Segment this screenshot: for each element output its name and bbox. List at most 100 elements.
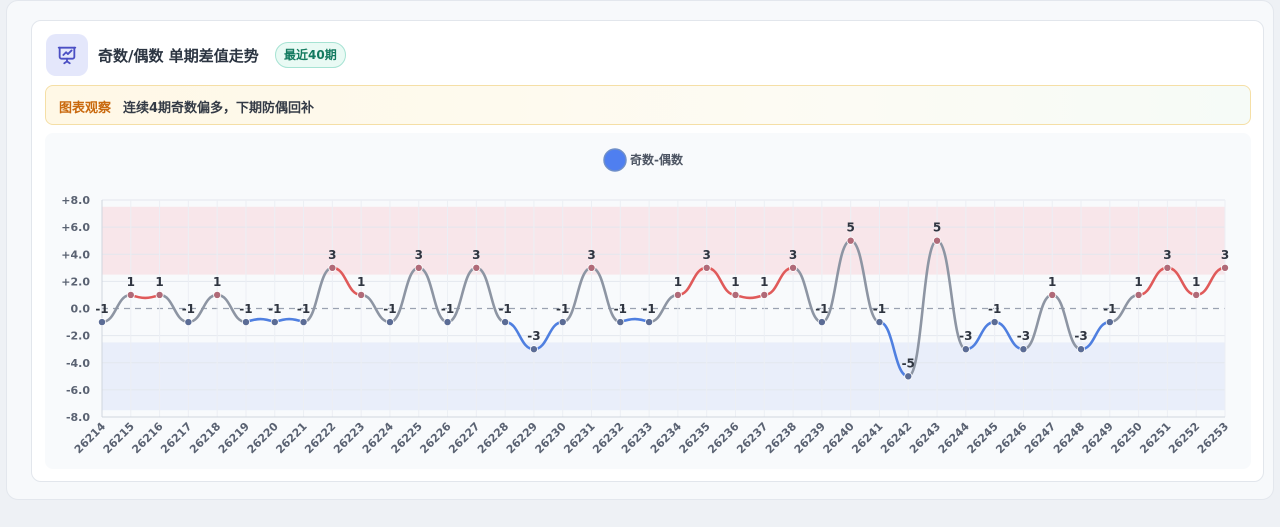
data-label: 3 — [587, 248, 595, 262]
highlight-band — [102, 206, 1225, 275]
series-line-segment — [734, 293, 766, 300]
data-label: -5 — [902, 356, 915, 370]
x-tick-label: 26214 — [72, 420, 108, 456]
series-line-segment — [906, 239, 939, 378]
data-point[interactable] — [817, 318, 826, 327]
x-tick-label: 26234 — [648, 420, 684, 456]
data-label: -3 — [527, 329, 540, 343]
x-tick-label: 26219 — [216, 420, 252, 456]
data-label: -1 — [297, 302, 310, 316]
x-tick-label: 26247 — [1022, 420, 1058, 456]
data-point[interactable] — [98, 318, 107, 327]
data-point[interactable] — [587, 263, 596, 272]
data-point[interactable] — [155, 290, 164, 299]
data-label: 3 — [1163, 248, 1171, 262]
data-point[interactable] — [645, 318, 654, 327]
data-label: 1 — [1048, 275, 1056, 289]
data-point[interactable] — [357, 290, 366, 299]
period-badge: 最近40期 — [275, 42, 346, 68]
data-label: 3 — [472, 248, 480, 262]
data-point[interactable] — [529, 345, 538, 354]
data-point[interactable] — [385, 318, 394, 327]
x-tick-label: 26245 — [965, 420, 1001, 456]
data-label: -1 — [182, 302, 195, 316]
data-point[interactable] — [1077, 345, 1086, 354]
x-tick-label: 26240 — [821, 420, 857, 456]
y-tick-label: -2.0 — [66, 330, 90, 343]
data-label: 1 — [155, 275, 163, 289]
y-tick-label: +2.0 — [61, 275, 90, 288]
line-chart: +8.0 +6.0 +4.0 +2.0 0.0 -2.0 -4.0 -6.0 -8.0 2621… — [61, 148, 1231, 456]
data-point[interactable] — [443, 318, 452, 327]
data-point[interactable] — [414, 263, 423, 272]
chart-title: 奇数/偶数 单期差值走势 — [98, 47, 259, 65]
data-point[interactable] — [1221, 263, 1230, 272]
data-point[interactable] — [616, 318, 625, 327]
x-tick-label: 26215 — [101, 420, 137, 456]
x-tick-label: 26233 — [619, 420, 655, 456]
data-label: 3 — [415, 248, 423, 262]
data-point[interactable] — [501, 318, 510, 327]
x-tick-label: 26218 — [187, 420, 223, 456]
data-point[interactable] — [1048, 290, 1057, 299]
legend-label[interactable]: 奇数-偶数 — [630, 152, 684, 167]
data-point[interactable] — [731, 290, 740, 299]
data-point[interactable] — [846, 236, 855, 245]
series-line-segment — [417, 266, 449, 324]
data-point[interactable] — [126, 290, 135, 299]
legend-marker[interactable] — [603, 148, 627, 172]
observation-banner: 图表观察 连续4期奇数偏多，下期防偶回补 — [45, 85, 1251, 125]
x-tick-label: 26246 — [993, 420, 1029, 456]
data-point[interactable] — [760, 290, 769, 299]
x-tick-label: 26225 — [389, 420, 425, 456]
data-point[interactable] — [472, 263, 481, 272]
data-point[interactable] — [1105, 318, 1114, 327]
data-point[interactable] — [299, 318, 308, 327]
data-point[interactable] — [904, 372, 913, 381]
x-tick-label: 26251 — [1137, 420, 1173, 456]
x-tick-label: 26236 — [705, 420, 741, 456]
data-point[interactable] — [1134, 290, 1143, 299]
data-point[interactable] — [184, 318, 193, 327]
data-label: -1 — [239, 302, 252, 316]
chart-presentation-icon — [46, 34, 88, 76]
observation-tag: 图表观察 — [59, 101, 112, 116]
data-point[interactable] — [1019, 345, 1028, 354]
data-point[interactable] — [933, 236, 942, 245]
x-tick-label: 26221 — [273, 420, 309, 456]
x-tick-label: 26241 — [849, 420, 885, 456]
data-label: 5 — [846, 221, 854, 235]
data-label: 3 — [328, 248, 336, 262]
series-line-segment — [561, 266, 593, 324]
data-point[interactable] — [270, 318, 279, 327]
data-point[interactable] — [1192, 290, 1201, 299]
data-point[interactable] — [213, 290, 222, 299]
data-point[interactable] — [328, 263, 337, 272]
x-tick-label: 26252 — [1166, 420, 1202, 456]
data-label: 3 — [1221, 248, 1229, 262]
data-point[interactable] — [1163, 263, 1172, 272]
data-point[interactable] — [789, 263, 798, 272]
data-point[interactable] — [990, 318, 999, 327]
x-tick-label: 26228 — [475, 420, 511, 456]
data-point[interactable] — [875, 318, 884, 327]
x-tick-label: 26223 — [331, 420, 367, 456]
data-label: -1 — [556, 302, 569, 316]
data-point[interactable] — [673, 290, 682, 299]
data-point[interactable] — [702, 263, 711, 272]
chart-card: 奇数/偶数 单期差值走势 最近40期 图表观察 连续4期奇数偏多，下期防偶回补 … — [31, 20, 1264, 482]
data-label: 1 — [760, 275, 768, 289]
x-tick-label: 26216 — [129, 420, 165, 456]
y-tick-label: -6.0 — [66, 384, 90, 397]
data-label: 1 — [1134, 275, 1142, 289]
data-point[interactable] — [961, 345, 970, 354]
data-point[interactable] — [241, 318, 250, 327]
data-label: -1 — [498, 302, 511, 316]
x-tick-label: 26242 — [878, 420, 914, 456]
data-point[interactable] — [558, 318, 567, 327]
data-label: -1 — [383, 302, 396, 316]
x-tick-label: 26217 — [158, 420, 194, 456]
series-line-segment — [302, 266, 334, 324]
y-tick-label: +6.0 — [61, 221, 90, 234]
x-tick-label: 26227 — [446, 420, 482, 456]
